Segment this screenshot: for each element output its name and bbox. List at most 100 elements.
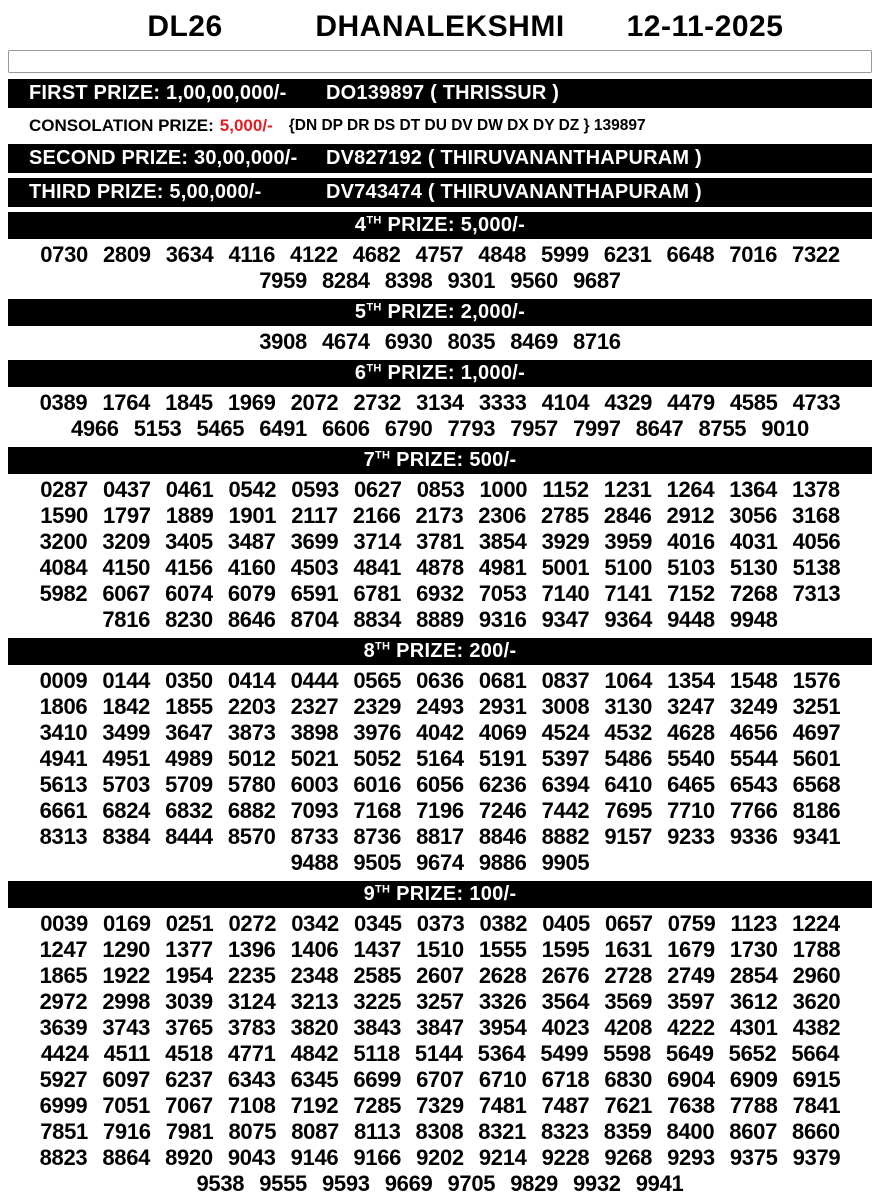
prize-number: 6915	[792, 1067, 841, 1092]
prize-ordinal: TH	[375, 640, 391, 653]
prize-number: 7851	[40, 1119, 88, 1144]
prize-number: 7788	[729, 1093, 778, 1118]
prize-number: 2329	[353, 694, 402, 719]
prize-number: 0272	[228, 911, 277, 936]
prize-ordinal: TH	[375, 449, 391, 462]
prize-number: 1000	[479, 477, 528, 502]
prize-number: 8704	[290, 607, 339, 632]
first-prize-label: FIRST PRIZE: 1,00,00,000/-	[29, 82, 287, 104]
number-row: 0730 2809 3634 4116 4122 4682 4757 4848 5999 6231…	[8, 242, 872, 268]
prize-number: 6491	[259, 416, 307, 441]
prize-section-8th: 8TH PRIZE: 200/- 0009 0144 0350 0414 0444 0565…	[8, 638, 872, 879]
prize-number: 7766	[729, 798, 778, 823]
prize-ordinal: TH	[366, 214, 382, 227]
prize-number: 8864	[102, 1145, 151, 1170]
prize-number: 9166	[353, 1145, 402, 1170]
prize-amount-text: PRIZE: 100/-	[390, 883, 517, 905]
prize-number: 3056	[729, 503, 778, 528]
prize-number: 8889	[416, 607, 464, 632]
prize-number: 6568	[792, 772, 841, 797]
prize-number: 8469	[510, 329, 558, 354]
number-row: 8313 8384 8444 8570 8733 8736 8817 8846 8882 9157…	[8, 824, 872, 850]
prize-number: 9555	[259, 1171, 307, 1196]
prize-rank: 9	[363, 883, 375, 905]
number-row: 7959 8284 8398 9301 9560 9687	[8, 268, 872, 294]
prize-number: 1510	[416, 937, 464, 962]
prize-number: 1064	[604, 668, 653, 693]
prize-number: 7067	[165, 1093, 213, 1118]
prize-number: 2203	[227, 694, 276, 719]
prize-number: 3008	[541, 694, 590, 719]
prize-number: 1354	[667, 668, 715, 693]
prize-number: 5001	[541, 555, 590, 580]
prize-number: 2493	[416, 694, 464, 719]
prize-number: 1865	[39, 963, 88, 988]
prize-section-4th: 4TH PRIZE: 5,000/- 0730 2809 3634 4116 4122 46…	[8, 212, 872, 297]
prize-number: 4160	[227, 555, 276, 580]
prize-number: 3959	[604, 529, 653, 554]
prize-number: 7141	[604, 581, 653, 606]
prize-number: 5598	[603, 1041, 651, 1066]
prize-number: 1290	[102, 937, 151, 962]
prize-number: 8607	[729, 1119, 778, 1144]
number-row: 9538 9555 9593 9669 9705 9829 9932 9941	[8, 1171, 872, 1197]
prize-number: 6830	[604, 1067, 653, 1092]
prize-number: 7329	[416, 1093, 464, 1118]
number-row: 4424 4511 4518 4771 4842 5118 5144 5364 5499 5598…	[8, 1041, 872, 1067]
prize-number: 5649	[665, 1041, 714, 1066]
number-rows: 0039 0169 0251 0272 0342 0345 0373 0382 0405 0657…	[8, 910, 872, 1200]
ticket-search-input[interactable]	[8, 50, 872, 73]
prize-number: 7285	[353, 1093, 402, 1118]
prize-number: 0169	[102, 911, 151, 936]
prize-number: 1247	[39, 937, 88, 962]
prize-number: 4989	[165, 746, 213, 771]
prize-number: 1764	[102, 390, 151, 415]
prize-number: 3333	[478, 390, 527, 415]
prize-number: 3499	[102, 720, 151, 745]
prize-number: 8321	[478, 1119, 527, 1144]
prize-number: 0287	[40, 477, 88, 502]
number-rows: 0287 0437 0461 0542 0593 0627 0853 1000 1152 1231…	[8, 476, 872, 636]
prize-number: 5100	[604, 555, 653, 580]
prize-number: 5052	[353, 746, 402, 771]
lottery-code: DL26	[147, 10, 223, 43]
prize-number: 7168	[353, 798, 402, 823]
prize-number: 8834	[353, 607, 402, 632]
number-row: 8823 8864 8920 9043 9146 9166 9202 9214 9228 9268…	[8, 1145, 872, 1171]
number-prize-sections: 4TH PRIZE: 5,000/- 0730 2809 3634 4116 4122 46…	[0, 212, 880, 1200]
prize-number: 2749	[667, 963, 715, 988]
prize-number: 9687	[573, 268, 621, 293]
prize-number: 1730	[729, 937, 778, 962]
prize-number: 8755	[698, 416, 747, 441]
prize-number: 6661	[39, 798, 88, 823]
prize-number: 4116	[228, 242, 276, 267]
prize-number: 6079	[227, 581, 276, 606]
number-row: 5613 5703 5709 5780 6003 6016 6056 6236 6394 6410…	[8, 772, 872, 798]
prize-amount-text: PRIZE: 1,000/-	[381, 362, 526, 384]
prize-number: 4156	[165, 555, 213, 580]
prize-number: 4757	[415, 242, 464, 267]
prize-number: 8660	[792, 1119, 840, 1144]
prize-number: 9316	[478, 607, 527, 632]
prize-number: 9043	[227, 1145, 276, 1170]
third-prize-winner: DV743474 ( THIRUVANANTHAPURAM )	[326, 181, 702, 203]
prize-number: 2676	[541, 963, 590, 988]
prize-number: 7481	[478, 1093, 527, 1118]
prize-number: 9932	[573, 1171, 621, 1196]
prize-number: 5144	[414, 1041, 463, 1066]
prize-number: 3765	[165, 1015, 213, 1040]
prize-number: 9214	[478, 1145, 527, 1170]
prize-number: 8313	[39, 824, 88, 849]
prize-number: 7793	[447, 416, 496, 441]
prize-number: 3487	[227, 529, 276, 554]
prize-number: 5012	[227, 746, 276, 771]
prize-number: 2306	[478, 503, 527, 528]
prize-number: 6707	[416, 1067, 464, 1092]
prize-number: 9341	[792, 824, 841, 849]
prize-number: 6056	[416, 772, 464, 797]
prize-number: 4503	[290, 555, 339, 580]
prize-section-header: 9TH PRIZE: 100/-	[8, 881, 872, 908]
prize-number: 4518	[165, 1041, 213, 1066]
prize-number: 3843	[353, 1015, 402, 1040]
prize-number: 5164	[416, 746, 464, 771]
